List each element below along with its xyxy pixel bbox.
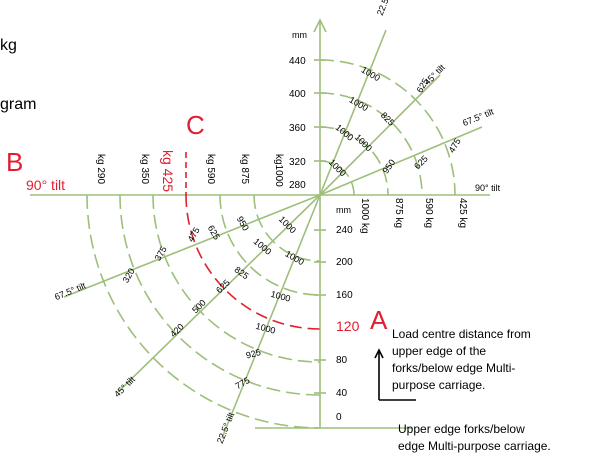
load-centre-line-4: purpose carriage.	[392, 378, 486, 392]
upper-arc-2	[319, 92, 423, 196]
cap-kg-590: kg 590	[205, 154, 216, 185]
ray-67-5-lower	[63, 194, 321, 298]
lower-arc-2	[119, 194, 321, 396]
tick-160: 160	[336, 290, 353, 301]
tick-240: 240	[336, 225, 353, 236]
label-90-tilt-left: 90° tilt	[26, 177, 66, 193]
upper-edge-line-1: Upper edge forks/below	[398, 422, 525, 436]
load-centre-line-2: upper edge of the	[392, 344, 487, 358]
lower-arc-1	[86, 194, 321, 429]
cap-kg-875: kg 875	[239, 154, 250, 185]
tick-80: 80	[336, 355, 348, 366]
lower-unit: mm	[336, 205, 351, 215]
load-centre-note: Load centre distance from upper edge of …	[392, 326, 531, 394]
cropped-text-gram: gram	[0, 96, 37, 113]
tilt-90-right: 90° tilt	[475, 183, 501, 193]
label-a-value: 120	[336, 318, 360, 334]
ray-45-upper	[319, 74, 441, 196]
highlight-path	[185, 152, 321, 330]
lower-arc-5	[219, 194, 321, 296]
highlight-arc	[185, 194, 321, 330]
tick-440: 440	[289, 56, 306, 67]
annotation-pointers	[374, 348, 416, 401]
upper-arc-1	[319, 59, 456, 196]
lower-arc-3	[152, 194, 321, 363]
lower-arc-6	[253, 194, 321, 262]
cap-1000-kg: 1000 kg	[359, 198, 370, 234]
tick-280: 280	[289, 180, 306, 191]
tick-320: 320	[289, 157, 306, 168]
pointer-up-arrow	[374, 348, 384, 359]
tick-200: 200	[336, 257, 353, 268]
cropped-text-kg: kg	[0, 37, 17, 54]
upper-arc-3	[319, 126, 389, 196]
load-centre-line-1: Load centre distance from	[392, 327, 531, 341]
cap-kg-290: kg 290	[95, 154, 106, 185]
load-arcs	[86, 59, 456, 429]
tick-0: 0	[336, 412, 342, 423]
ray-45-lower	[117, 194, 321, 393]
ray-67-5-upper	[319, 126, 483, 196]
upper-edge-line-2: edge Multi-purpose carriage.	[398, 439, 551, 453]
tick-40: 40	[336, 388, 348, 399]
vertical-axis-arrow	[313, 18, 327, 33]
cap-590-kg: 590 kg	[423, 198, 434, 229]
tick-360: 360	[289, 123, 306, 134]
ray-22-5-upper	[319, 29, 387, 196]
point-a: A	[370, 305, 388, 335]
cap-425-kg: 425 kg	[457, 198, 468, 229]
upper-edge-note: Upper edge forks/below edge Multi-purpos…	[398, 421, 551, 455]
point-c: C	[186, 110, 205, 140]
cap-kg-1000: kg1000	[273, 154, 284, 187]
point-b: B	[6, 147, 24, 177]
ray-22-5-lower	[221, 194, 321, 439]
cap-kg-350: kg 350	[139, 154, 150, 185]
tick-400: 400	[289, 89, 306, 100]
cap-875-kg: 875 kg	[393, 198, 404, 229]
load-centre-line-3: forks/below edge Multi-	[392, 361, 516, 375]
upper-arc-4	[319, 160, 355, 196]
vertical-unit: mm	[292, 30, 307, 40]
label-c-value: kg 425	[160, 150, 176, 193]
